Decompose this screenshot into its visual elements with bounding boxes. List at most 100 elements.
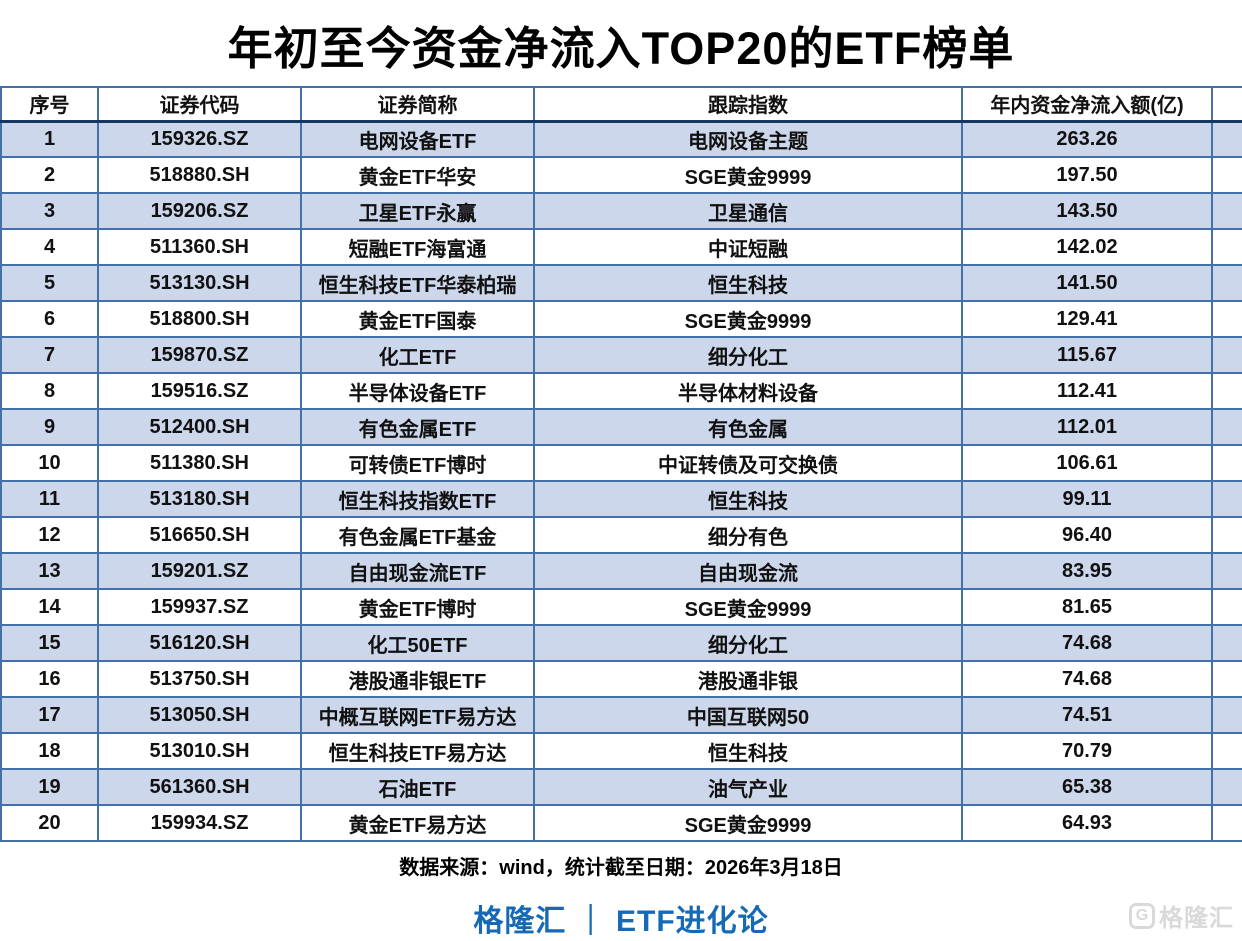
filler-cell	[1211, 336, 1242, 374]
filler-cell	[1211, 228, 1242, 266]
rank-cell: 13	[0, 552, 99, 590]
code-cell: 159870.SZ	[97, 336, 302, 374]
etf-ranking-table: 序号 证券代码 证券简称 跟踪指数 年内资金净流入额(亿) 1 159326.SZ…	[0, 86, 1242, 842]
table-row: 20 159934.SZ 黄金ETF易方达 SGE黄金9999 64.93	[0, 804, 1242, 842]
rank-cell: 8	[0, 372, 99, 410]
name-cell: 恒生科技ETF易方达	[300, 732, 535, 770]
filler-cell	[1211, 408, 1242, 446]
table-body: 1 159326.SZ 电网设备ETF 电网设备主题 263.26 2 518880.SH 黄…	[0, 120, 1242, 842]
filler-cell	[1211, 120, 1242, 158]
name-cell: 黄金ETF易方达	[300, 804, 535, 842]
index-cell: 半导体材料设备	[533, 372, 963, 410]
rank-cell: 4	[0, 228, 99, 266]
rank-cell: 3	[0, 192, 99, 230]
rank-cell: 2	[0, 156, 99, 194]
name-cell: 有色金属ETF基金	[300, 516, 535, 554]
watermark-logo: G 格隆汇	[1129, 898, 1234, 933]
name-cell: 黄金ETF博时	[300, 588, 535, 626]
table-row: 6 518800.SH 黄金ETF国泰 SGE黄金9999 129.41	[0, 300, 1242, 338]
rank-cell: 9	[0, 408, 99, 446]
value-cell: 81.65	[961, 588, 1213, 626]
code-cell: 513130.SH	[97, 264, 302, 302]
value-cell: 96.40	[961, 516, 1213, 554]
value-cell: 74.68	[961, 624, 1213, 662]
name-cell: 中概互联网ETF易方达	[300, 696, 535, 734]
filler-cell	[1211, 624, 1242, 662]
filler-cell	[1211, 696, 1242, 734]
filler-cell	[1211, 552, 1242, 590]
code-cell: 512400.SH	[97, 408, 302, 446]
index-cell: SGE黄金9999	[533, 588, 963, 626]
value-cell: 142.02	[961, 228, 1213, 266]
table-row: 10 511380.SH 可转债ETF博时 中证转债及可交换债 106.61	[0, 444, 1242, 482]
name-cell: 化工ETF	[300, 336, 535, 374]
name-cell: 恒生科技ETF华泰柏瑞	[300, 264, 535, 302]
rank-cell: 11	[0, 480, 99, 518]
index-cell: 有色金属	[533, 408, 963, 446]
header-rank: 序号	[0, 86, 99, 123]
name-cell: 卫星ETF永赢	[300, 192, 535, 230]
code-cell: 159201.SZ	[97, 552, 302, 590]
code-cell: 513050.SH	[97, 696, 302, 734]
rank-cell: 14	[0, 588, 99, 626]
header-filler	[1211, 86, 1242, 123]
table-row: 18 513010.SH 恒生科技ETF易方达 恒生科技 70.79	[0, 732, 1242, 770]
code-cell: 516120.SH	[97, 624, 302, 662]
filler-cell	[1211, 264, 1242, 302]
table-header-row: 序号 证券代码 证券简称 跟踪指数 年内资金净流入额(亿)	[0, 86, 1242, 123]
name-cell: 石油ETF	[300, 768, 535, 806]
table-row: 15 516120.SH 化工50ETF 细分化工 74.68	[0, 624, 1242, 662]
value-cell: 74.51	[961, 696, 1213, 734]
code-cell: 561360.SH	[97, 768, 302, 806]
value-cell: 83.95	[961, 552, 1213, 590]
name-cell: 有色金属ETF	[300, 408, 535, 446]
value-cell: 64.93	[961, 804, 1213, 842]
value-cell: 197.50	[961, 156, 1213, 194]
rank-cell: 7	[0, 336, 99, 374]
name-cell: 化工50ETF	[300, 624, 535, 662]
index-cell: 恒生科技	[533, 732, 963, 770]
code-cell: 518800.SH	[97, 300, 302, 338]
filler-cell	[1211, 588, 1242, 626]
index-cell: 中国互联网50	[533, 696, 963, 734]
filler-cell	[1211, 804, 1242, 842]
rank-cell: 20	[0, 804, 99, 842]
table-row: 17 513050.SH 中概互联网ETF易方达 中国互联网50 74.51	[0, 696, 1242, 734]
name-cell: 港股通非银ETF	[300, 660, 535, 698]
name-cell: 自由现金流ETF	[300, 552, 535, 590]
filler-cell	[1211, 732, 1242, 770]
table-row: 3 159206.SZ 卫星ETF永赢 卫星通信 143.50	[0, 192, 1242, 230]
table-row: 1 159326.SZ 电网设备ETF 电网设备主题 263.26	[0, 120, 1242, 158]
value-cell: 112.01	[961, 408, 1213, 446]
rank-cell: 18	[0, 732, 99, 770]
rank-cell: 10	[0, 444, 99, 482]
code-cell: 511360.SH	[97, 228, 302, 266]
value-cell: 141.50	[961, 264, 1213, 302]
table-row: 7 159870.SZ 化工ETF 细分化工 115.67	[0, 336, 1242, 374]
name-cell: 恒生科技指数ETF	[300, 480, 535, 518]
filler-cell	[1211, 192, 1242, 230]
table-row: 13 159201.SZ 自由现金流ETF 自由现金流 83.95	[0, 552, 1242, 590]
index-cell: 油气产业	[533, 768, 963, 806]
header-index: 跟踪指数	[533, 86, 963, 123]
index-cell: 细分化工	[533, 336, 963, 374]
page-title: 年初至今资金净流入TOP20的ETF榜单	[227, 23, 1015, 74]
index-cell: 港股通非银	[533, 660, 963, 698]
code-cell: 159937.SZ	[97, 588, 302, 626]
header-code: 证券代码	[97, 86, 302, 123]
rank-cell: 1	[0, 120, 99, 158]
code-cell: 159516.SZ	[97, 372, 302, 410]
code-cell: 513010.SH	[97, 732, 302, 770]
rank-cell: 15	[0, 624, 99, 662]
code-cell: 159326.SZ	[97, 120, 302, 158]
name-cell: 电网设备ETF	[300, 120, 535, 158]
index-cell: 卫星通信	[533, 192, 963, 230]
filler-cell	[1211, 768, 1242, 806]
value-cell: 74.68	[961, 660, 1213, 698]
table-row: 9 512400.SH 有色金属ETF 有色金属 112.01	[0, 408, 1242, 446]
code-cell: 159206.SZ	[97, 192, 302, 230]
rank-cell: 12	[0, 516, 99, 554]
value-cell: 99.11	[961, 480, 1213, 518]
index-cell: 细分有色	[533, 516, 963, 554]
table-row: 4 511360.SH 短融ETF海富通 中证短融 142.02	[0, 228, 1242, 266]
